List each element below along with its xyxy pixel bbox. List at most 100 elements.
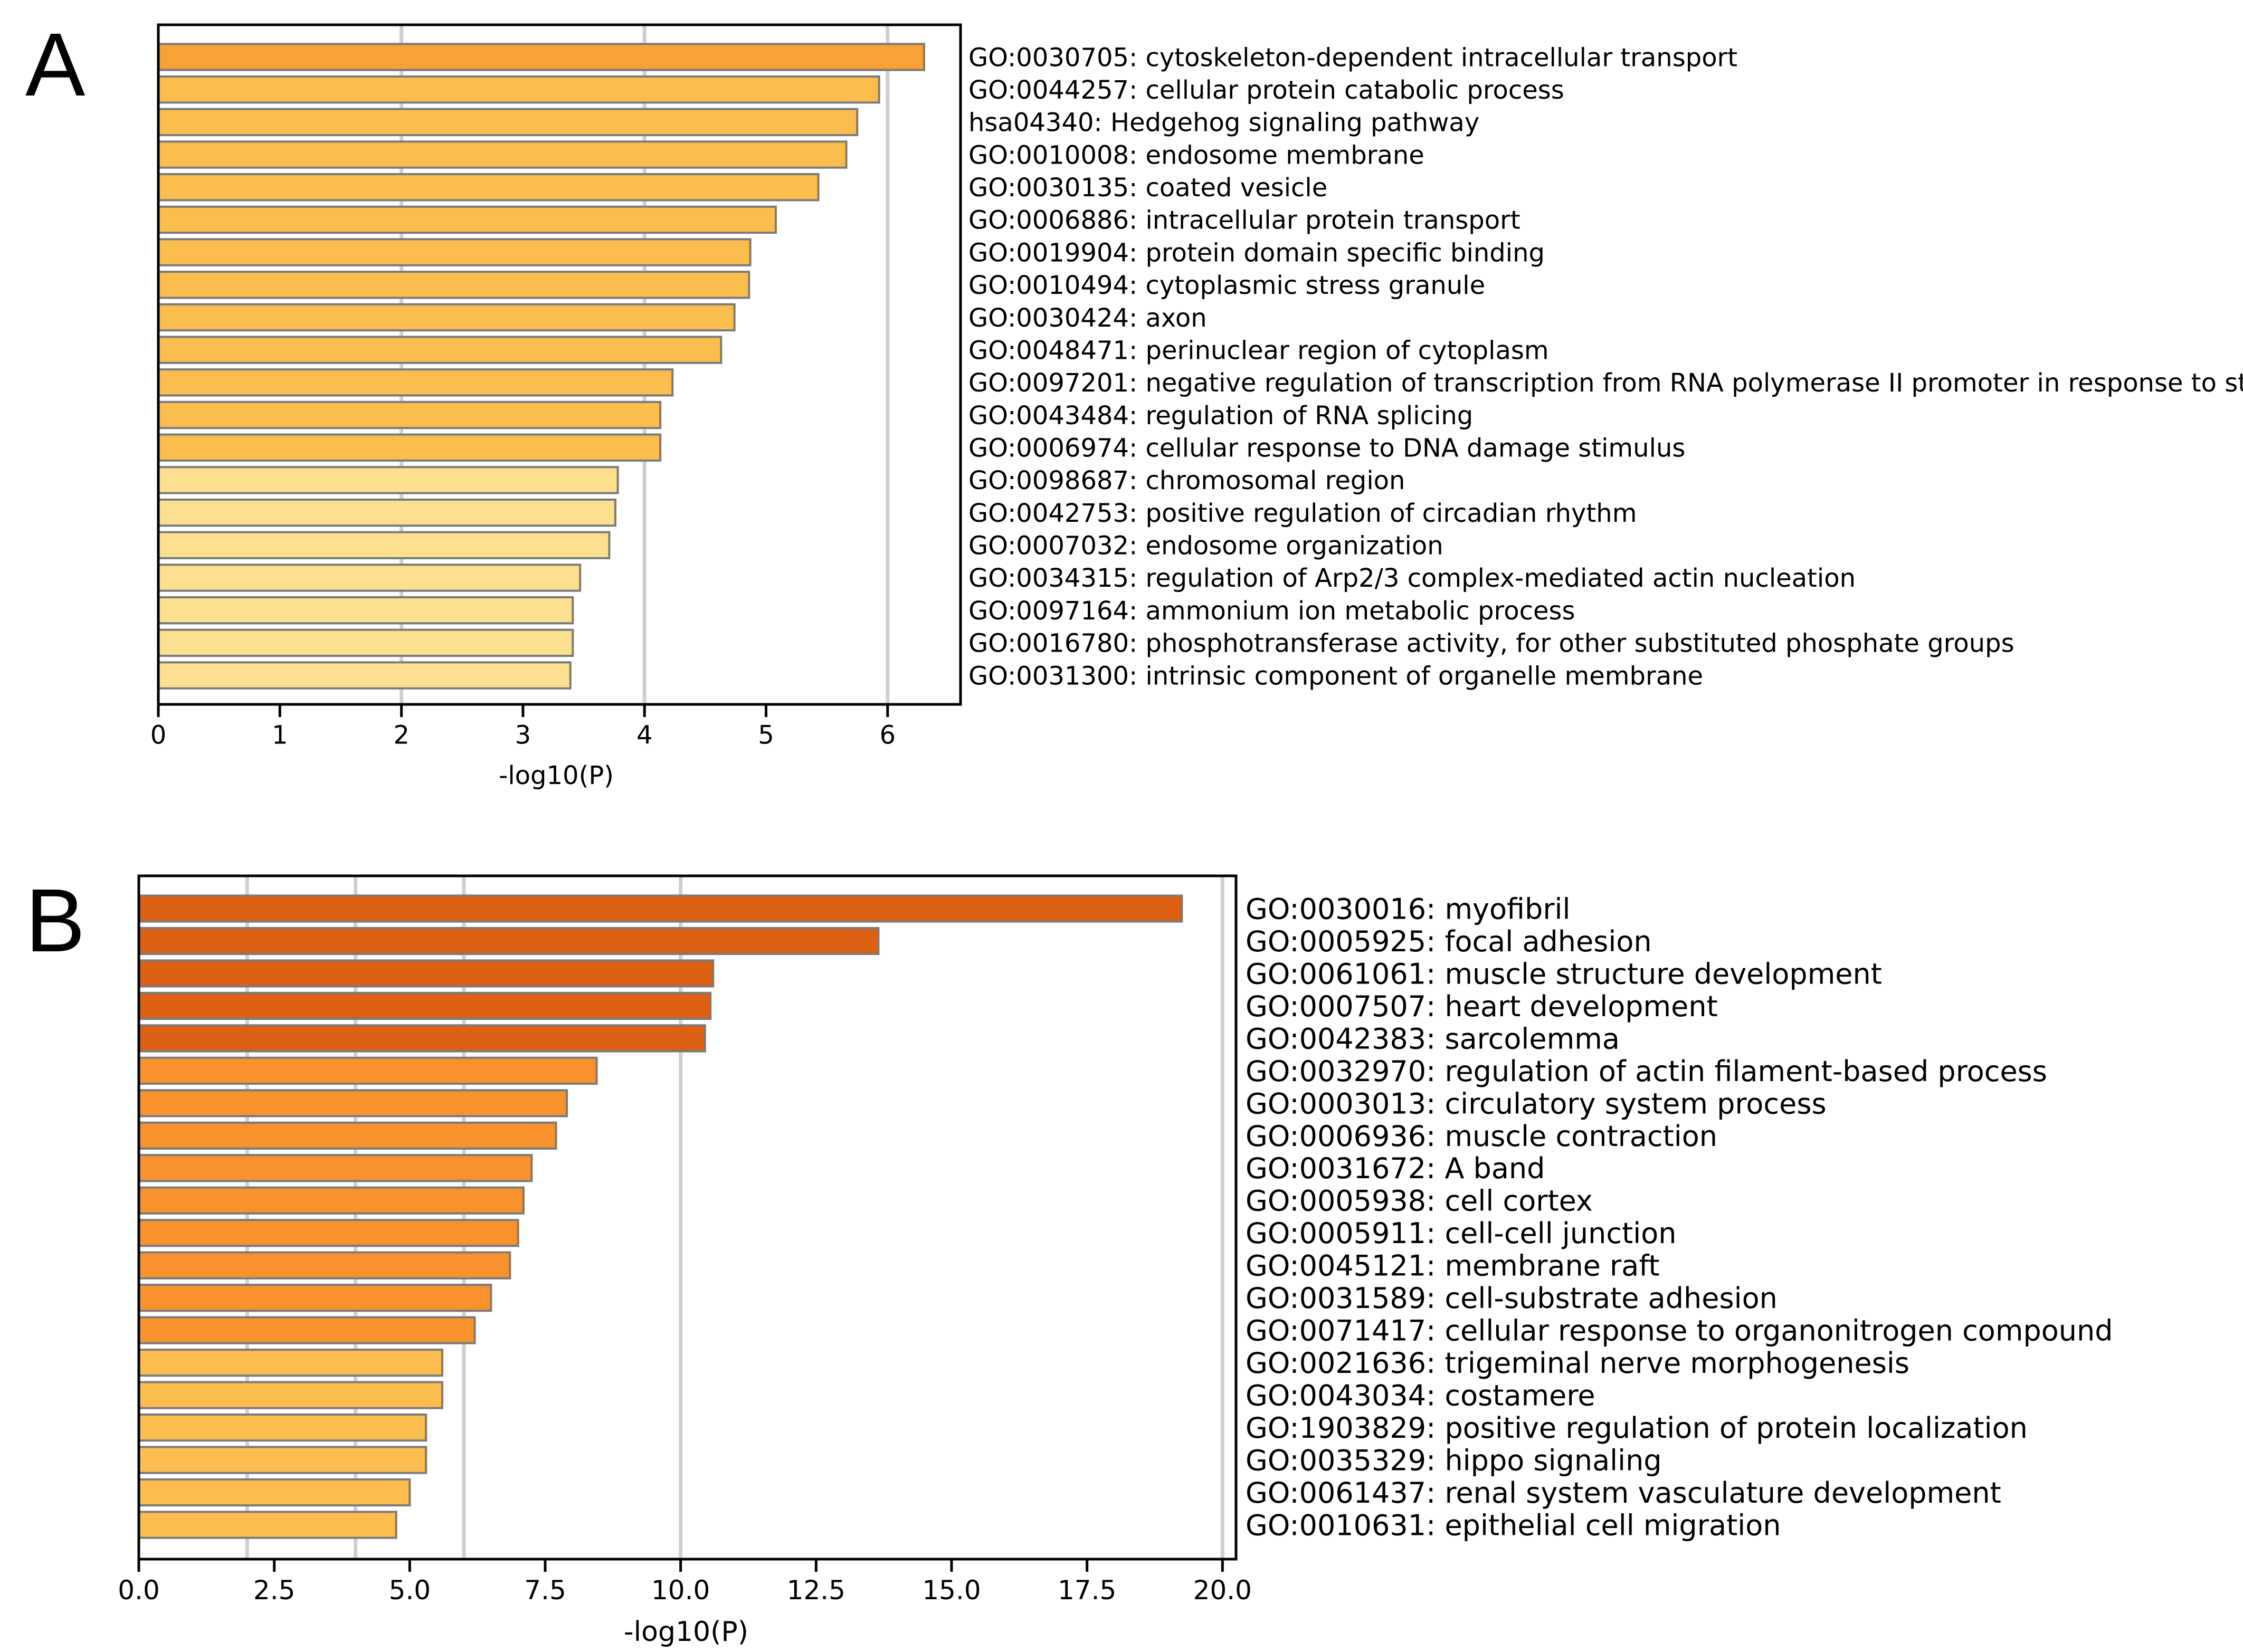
bar-14 [138,1349,443,1377]
category-label-19: GO:0031300: intrinsic component of organ… [968,661,1703,691]
x-axis-label: -log10(P) [499,761,614,790]
category-label-1: GO:0005925: focal adhesion [1246,925,1652,958]
bar-3 [138,991,712,1020]
bar-4 [138,1024,706,1053]
panel-b: 0.0 2.5 5.0 7.5 10.0 12.5 15.0 17.5 20.0 -log10(P… [0,823,2243,1652]
bar-19 [138,1511,397,1539]
bar-10 [138,1219,519,1247]
bar-5 [157,205,777,234]
category-label-18: GO:0016780: phosphotransferase activity,… [968,629,2014,658]
category-label-7: GO:0010494: cytoplasmic stress granule [968,271,1485,300]
category-label-16: GO:0034315: regulation of Arp2/3 complex… [968,564,1856,593]
bar-16 [138,1413,427,1442]
category-label-12: GO:0006974: cellular response to DNA dam… [968,433,1685,463]
category-label-8: GO:0030424: axon [968,303,1207,333]
x-tick-label-4: 4 [636,720,653,750]
panel-label-a: A [25,15,85,115]
category-label-11: GO:0043484: regulation of RNA splicing [968,401,1473,431]
x-tick-label-1: 2.5 [253,1575,296,1606]
bar-13 [138,1316,476,1344]
category-label-11: GO:0045121: membrane raft [1246,1249,1660,1283]
bar-2 [138,959,715,988]
bar-11 [138,1251,511,1279]
x-tick-label-3: 7.5 [524,1575,566,1606]
category-label-9: GO:0005938: cell cortex [1246,1185,1593,1218]
bar-1 [157,75,880,104]
category-label-17: GO:0035329: hippo signaling [1246,1444,1662,1477]
bar-6 [157,238,752,266]
chart-b: 0.0 2.5 5.0 7.5 10.0 12.5 15.0 17.5 20.0 -log10(P… [118,874,2113,1648]
bar-11 [157,400,662,429]
category-label-15: GO:0007032: endosome organization [968,531,1443,561]
x-axis-label: -log10(P) [624,1616,748,1648]
x-tick-label-2: 2 [393,720,410,750]
category-label-4: GO:0030135: coated vesicle [968,173,1327,203]
x-tick-label-6: 6 [880,720,896,750]
category-label-8: GO:0031672: A band [1246,1152,1545,1185]
bar-18 [138,1478,411,1507]
category-label-5: GO:0006886: intracellular protein transp… [968,206,1520,235]
category-label-14: GO:0042753: positive regulation of circa… [968,499,1637,528]
category-label-2: hsa04340: Hedgehog signaling pathway [968,108,1479,138]
category-label-13: GO:0098687: chromosomal region [968,466,1405,495]
x-tick-label-5: 12.5 [787,1575,845,1606]
bar-10 [157,368,674,397]
category-label-17: GO:0097164: ammonium ion metabolic proce… [968,596,1575,626]
plot-frame [157,23,962,706]
bar-18 [157,628,574,657]
category-label-9: GO:0048471: perinuclear region of cytopl… [968,336,1549,365]
bar-0 [157,43,925,71]
bar-6 [138,1089,568,1118]
panel-label-b: B [25,871,85,971]
bar-7 [138,1121,557,1150]
bar-12 [138,1284,492,1312]
x-tick-label-2: 5.0 [389,1575,431,1606]
plot-area [139,876,1236,1559]
category-label-12: GO:0031589: cell-substrate adhesion [1246,1282,1778,1315]
category-label-13: GO:0071417: cellular response to organon… [1246,1314,2113,1348]
category-label-14: GO:0021636: trigeminal nerve morphogenes… [1246,1347,1909,1380]
x-tick-label-5: 5 [758,720,774,750]
bar-14 [157,498,616,527]
bar-19 [157,661,572,690]
category-label-2: GO:0061061: muscle structure development [1246,957,1882,990]
bar-7 [157,271,750,299]
x-tick-label-0: 0 [150,720,167,750]
bar-9 [138,1186,525,1215]
category-label-4: GO:0042383: sarcolemma [1246,1022,1620,1055]
bar-13 [157,466,619,494]
x-tick-label-1: 1 [272,720,288,750]
x-tick-label-7: 17.5 [1058,1575,1116,1606]
bar-8 [157,303,736,332]
category-label-3: GO:0007507: heart development [1246,990,1718,1023]
category-label-0: GO:0030016: myofibril [1246,892,1571,925]
bar-5 [138,1056,598,1085]
bar-3 [157,140,848,169]
x-tick-label-8: 20.0 [1193,1575,1252,1606]
chart-a: 0 1 2 3 4 5 6 -log10(P) GO:0030705: cytoskeleton… [150,23,2243,790]
category-label-19: GO:0010631: epithelial cell migration [1246,1508,1781,1542]
category-label-10: GO:0097201: negative regulation of trans… [968,368,2243,398]
bar-0 [138,894,1183,923]
category-label-6: GO:0019904: protein domain specific bind… [968,238,1545,268]
bar-8 [138,1154,533,1182]
x-tick-label-6: 15.0 [922,1575,981,1606]
bar-9 [157,336,723,364]
bar-17 [157,596,574,625]
bar-15 [138,1381,443,1409]
category-label-6: GO:0003013: circulatory system process [1246,1087,1827,1120]
bar-16 [157,564,582,592]
panel-a: 0 1 2 3 4 5 6 -log10(P) GO:0030705: cytoskeleton… [0,0,2243,802]
bar-4 [157,173,820,202]
x-tick-label-4: 10.0 [651,1575,710,1606]
bar-12 [157,433,662,462]
bar-2 [157,108,859,137]
category-label-16: GO:1903829: positive regulation of prote… [1246,1411,2028,1445]
category-label-1: GO:0044257: cellular protein catabolic p… [968,75,1564,105]
category-label-5: GO:0032970: regulation of actin filament… [1246,1055,2047,1088]
bar-15 [157,531,611,559]
category-label-0: GO:0030705: cytoskeleton-dependent intra… [968,43,1737,72]
bar-17 [138,1446,427,1474]
x-tick-label-0: 0.0 [118,1575,160,1606]
category-label-15: GO:0043034: costamere [1246,1379,1595,1412]
